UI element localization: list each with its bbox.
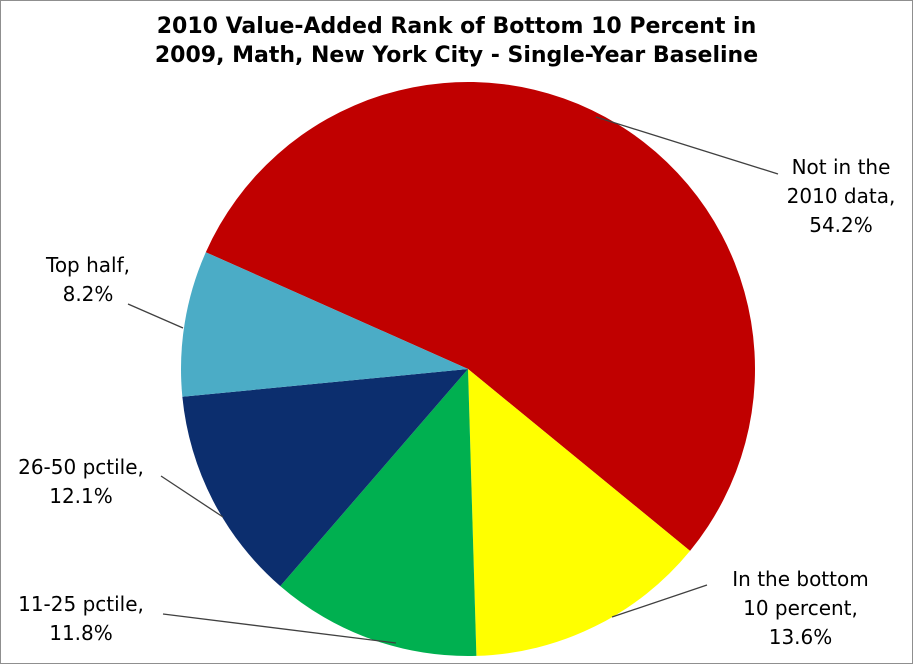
pie-slice-not-in-the-2010-data: [205, 81, 756, 551]
data-label-11-25-pctile: 11-25 pctile, 11.8%: [18, 592, 144, 645]
leader-line-in-the-bottom-10-percent: [611, 584, 708, 618]
pie-slice-in-the-bottom-10-percent: [468, 369, 691, 656]
leader-line-top-half: [127, 303, 184, 329]
pie-slice-11-25-pctile: [280, 369, 477, 657]
data-label-26-50-pctile: 26-50 pctile, 12.1%: [18, 455, 144, 508]
chart-title: 2010 Value-Added Rank of Bottom 10 Perce…: [154, 14, 759, 68]
pie-slice-26-50-pctile: [182, 369, 468, 587]
leader-lines: [127, 116, 779, 644]
data-label-not-in-2010-data: Not in the 2010 data, 54.2%: [786, 155, 896, 237]
data-label-top-half: Top half, 8.2%: [46, 253, 130, 306]
pie-slice-top-half: [181, 252, 469, 397]
data-label-in-the-bottom-10-percent: In the bottom 10 percent, 13.6%: [732, 567, 869, 649]
leader-line-26-50-pctile: [160, 475, 224, 518]
pie-slices: [181, 81, 756, 657]
leader-line-not-in-2010-data: [595, 116, 779, 175]
leader-line-11-25-pctile: [162, 613, 397, 644]
